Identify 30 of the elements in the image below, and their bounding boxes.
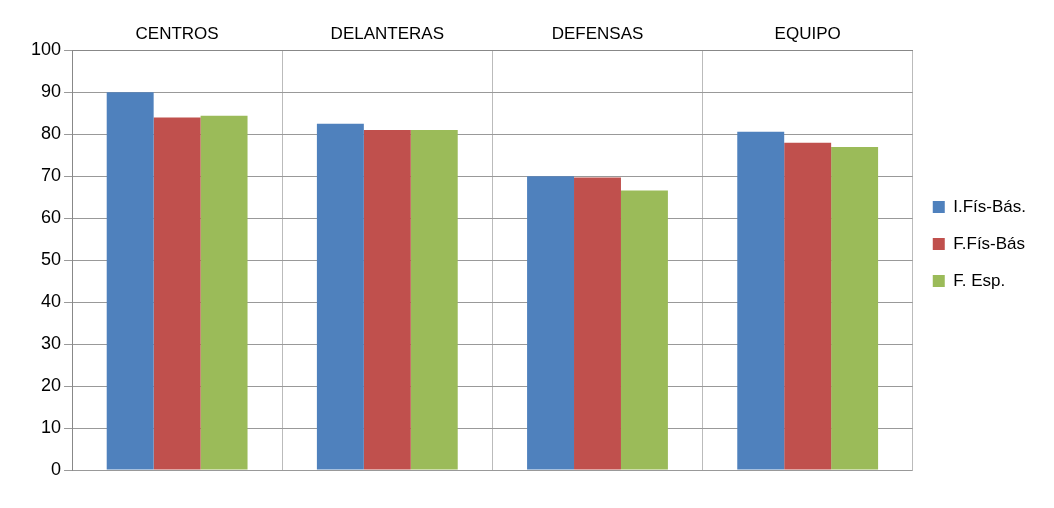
y-tick-label: 10: [41, 417, 62, 438]
bar: [831, 146, 879, 470]
y-tick-label: 30: [41, 333, 62, 354]
y-tick-label: 100: [30, 39, 62, 60]
legend-label: F. Esp.: [953, 270, 1006, 290]
bar: [784, 142, 832, 470]
legend-label: I.Fís-Bás.: [953, 196, 1026, 216]
y-tick-label: 60: [41, 207, 62, 228]
y-tick-label: 90: [41, 81, 62, 102]
bar: [316, 123, 364, 470]
x-tick-label: DELANTERAS: [330, 23, 444, 43]
bar: [200, 115, 248, 470]
x-tick-label: EQUIPO: [774, 23, 841, 43]
legend-label: F.Fís-Bás: [953, 233, 1026, 253]
y-tick-label: 0: [51, 458, 62, 479]
y-tick-label: 20: [41, 375, 62, 396]
bar: [737, 131, 785, 470]
bar: [527, 176, 575, 470]
y-tick-label: 40: [41, 291, 62, 312]
x-tick-label: CENTROS: [135, 23, 219, 43]
bar: [574, 177, 621, 470]
bar: [620, 190, 668, 470]
bar: [363, 130, 411, 470]
y-tick-label: 70: [41, 165, 62, 186]
y-tick-label: 80: [41, 123, 62, 144]
bar: [106, 92, 154, 470]
x-tick-label: DEFENSAS: [551, 23, 644, 43]
y-tick-label: 50: [41, 249, 62, 270]
bar: [410, 130, 458, 470]
bar: [153, 117, 201, 470]
